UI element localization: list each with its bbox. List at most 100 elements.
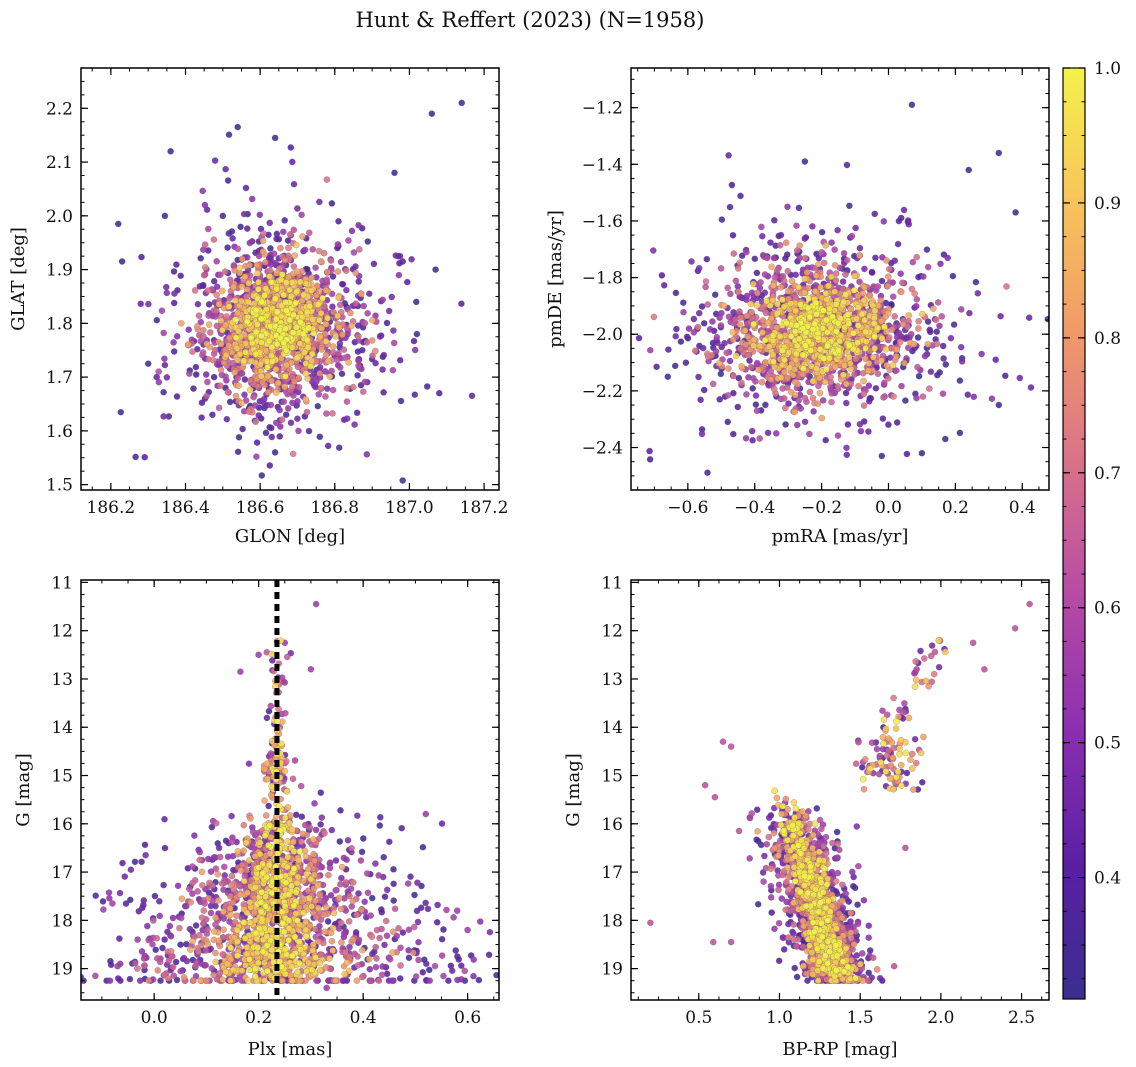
sky-point xyxy=(435,389,443,397)
pm-point xyxy=(738,379,745,387)
pm-point xyxy=(843,161,851,169)
sky-point xyxy=(239,425,246,433)
sky-point xyxy=(153,316,161,324)
sky-point xyxy=(303,308,311,316)
sky-point xyxy=(173,332,181,340)
sky-point xyxy=(224,244,231,251)
sky-point xyxy=(300,291,308,299)
sky-point xyxy=(268,343,276,351)
pm-point xyxy=(770,358,777,366)
plx-point xyxy=(172,958,180,966)
pm-point xyxy=(865,382,873,390)
pm-point xyxy=(862,328,870,336)
sky-point xyxy=(201,264,209,271)
sky-point xyxy=(355,362,362,370)
pm-point xyxy=(743,312,751,320)
sky-point xyxy=(332,333,339,340)
pm-point xyxy=(709,380,717,388)
sky-xlabel: GLON [deg] xyxy=(235,526,345,547)
sky-point xyxy=(155,368,163,375)
sky-point xyxy=(204,378,211,386)
pm-point xyxy=(828,390,836,397)
pm-point xyxy=(734,403,742,411)
sky-point xyxy=(283,361,290,369)
pm-point xyxy=(783,319,791,327)
pm-point xyxy=(700,386,708,394)
sky-point xyxy=(200,271,208,279)
pm-xtick-label: 0.0 xyxy=(875,498,902,518)
sky-point xyxy=(228,348,236,356)
pm-point xyxy=(781,356,788,364)
sky-point xyxy=(343,415,351,422)
pm-point xyxy=(842,389,850,397)
sky-point xyxy=(352,263,359,270)
sky-point xyxy=(327,257,335,264)
pm-point xyxy=(752,401,760,408)
pm-point xyxy=(758,232,766,240)
pm-point xyxy=(781,368,788,376)
plx-point xyxy=(438,935,446,943)
sky-point xyxy=(369,352,376,360)
plx-point xyxy=(30,955,36,961)
plx-point xyxy=(263,714,271,722)
pm-point xyxy=(806,388,814,396)
pm-point xyxy=(795,397,802,404)
sky-xtick-label: 186.4 xyxy=(161,498,210,518)
sky-point xyxy=(413,330,421,338)
pm-point xyxy=(754,289,761,297)
pm-point xyxy=(938,313,946,320)
sky-point xyxy=(289,450,297,458)
plx-point xyxy=(332,857,340,864)
sky-point xyxy=(428,110,436,118)
sky-point xyxy=(234,309,242,317)
sky-point xyxy=(287,144,295,151)
sky-point xyxy=(294,268,301,276)
pm-point xyxy=(856,420,864,428)
pm-point xyxy=(858,310,866,318)
pm-point xyxy=(717,265,725,272)
sky-point xyxy=(245,298,252,306)
sky-point xyxy=(241,376,249,383)
sky-point xyxy=(321,330,329,338)
sky-point xyxy=(383,319,391,327)
sky-point xyxy=(217,366,225,374)
pm-point xyxy=(995,149,1003,157)
pm-point xyxy=(924,318,932,325)
pm-point xyxy=(865,367,872,375)
sky-point xyxy=(290,392,297,399)
plx-point xyxy=(399,929,407,936)
pm-point xyxy=(886,265,893,273)
sky-point xyxy=(329,386,337,394)
sky-point xyxy=(302,360,310,367)
pm-point xyxy=(809,223,816,230)
sky-point xyxy=(254,383,262,390)
pm-point xyxy=(753,407,761,415)
pm-point xyxy=(756,342,764,350)
pm-point xyxy=(801,275,809,283)
pm-point xyxy=(795,335,803,343)
pm-point xyxy=(915,317,923,325)
sky-point xyxy=(315,391,323,398)
sky-point xyxy=(352,269,360,277)
sky-point xyxy=(296,278,304,286)
pm-point xyxy=(780,395,788,402)
sky-point xyxy=(264,372,272,380)
sky-point xyxy=(458,300,465,308)
pm-point xyxy=(772,430,780,437)
pm-point xyxy=(878,334,886,342)
sky-point xyxy=(293,354,301,362)
plx-point xyxy=(448,967,456,975)
sky-point xyxy=(267,278,275,286)
pm-point xyxy=(933,371,941,379)
pm-point xyxy=(888,326,896,333)
pm-point xyxy=(802,342,809,349)
plx-point xyxy=(281,679,289,686)
plx-point xyxy=(267,702,275,710)
sky-point xyxy=(324,314,331,322)
sky-point xyxy=(213,307,220,315)
sky-point xyxy=(432,266,439,273)
pm-point xyxy=(868,268,876,276)
sky-point xyxy=(273,340,281,348)
sky-point xyxy=(329,343,337,350)
pm-point xyxy=(743,391,750,398)
